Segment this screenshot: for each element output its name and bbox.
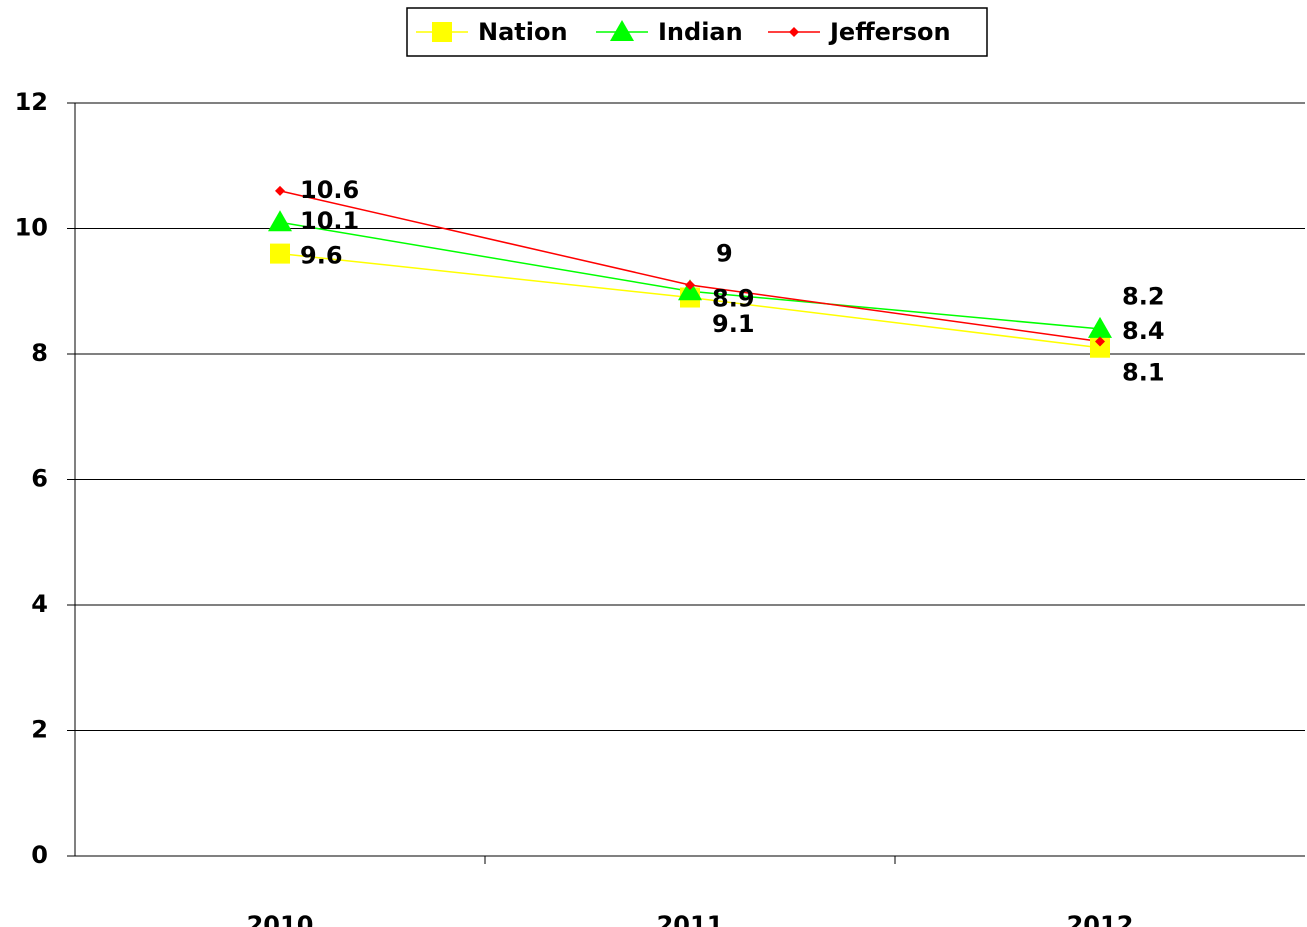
data-label: 8.2: [1122, 282, 1165, 310]
x-tick-label: 2012: [1067, 911, 1134, 927]
legend-label: Jefferson: [828, 18, 951, 46]
y-tick-label: 4: [31, 590, 48, 618]
legend-label: Nation: [478, 18, 568, 46]
legend-marker: [432, 22, 452, 42]
data-label: 8.9: [712, 285, 755, 313]
y-tick-label: 10: [15, 214, 48, 242]
data-label: 8.4: [1122, 317, 1165, 345]
x-tick-label: 2011: [657, 911, 724, 927]
data-point: [270, 243, 290, 264]
y-tick-label: 0: [31, 841, 48, 869]
data-point: [685, 279, 695, 290]
y-tick-label: 2: [31, 716, 48, 744]
data-point: [275, 185, 285, 196]
legend-box: [406, 7, 988, 57]
data-point: [1095, 336, 1105, 347]
data-point: [268, 210, 292, 232]
data-label: 9.6: [300, 242, 343, 270]
data-label: 10.6: [300, 176, 359, 204]
x-tick-label: 2010: [247, 911, 314, 927]
legend-marker: [789, 27, 799, 37]
data-point: [1090, 337, 1110, 358]
legend-label: Indian: [658, 18, 743, 46]
y-tick-label: 12: [15, 88, 48, 116]
y-tick-label: 6: [31, 465, 48, 493]
y-tick-label: 8: [31, 339, 48, 367]
data-label: 8.1: [1122, 359, 1165, 387]
data-label: 9.1: [712, 310, 755, 338]
legend-marker: [610, 20, 634, 41]
data-point: [1088, 316, 1112, 338]
series-line: [279, 221, 1101, 330]
data-label: 10.1: [300, 207, 359, 235]
data-label: 9: [716, 239, 733, 267]
